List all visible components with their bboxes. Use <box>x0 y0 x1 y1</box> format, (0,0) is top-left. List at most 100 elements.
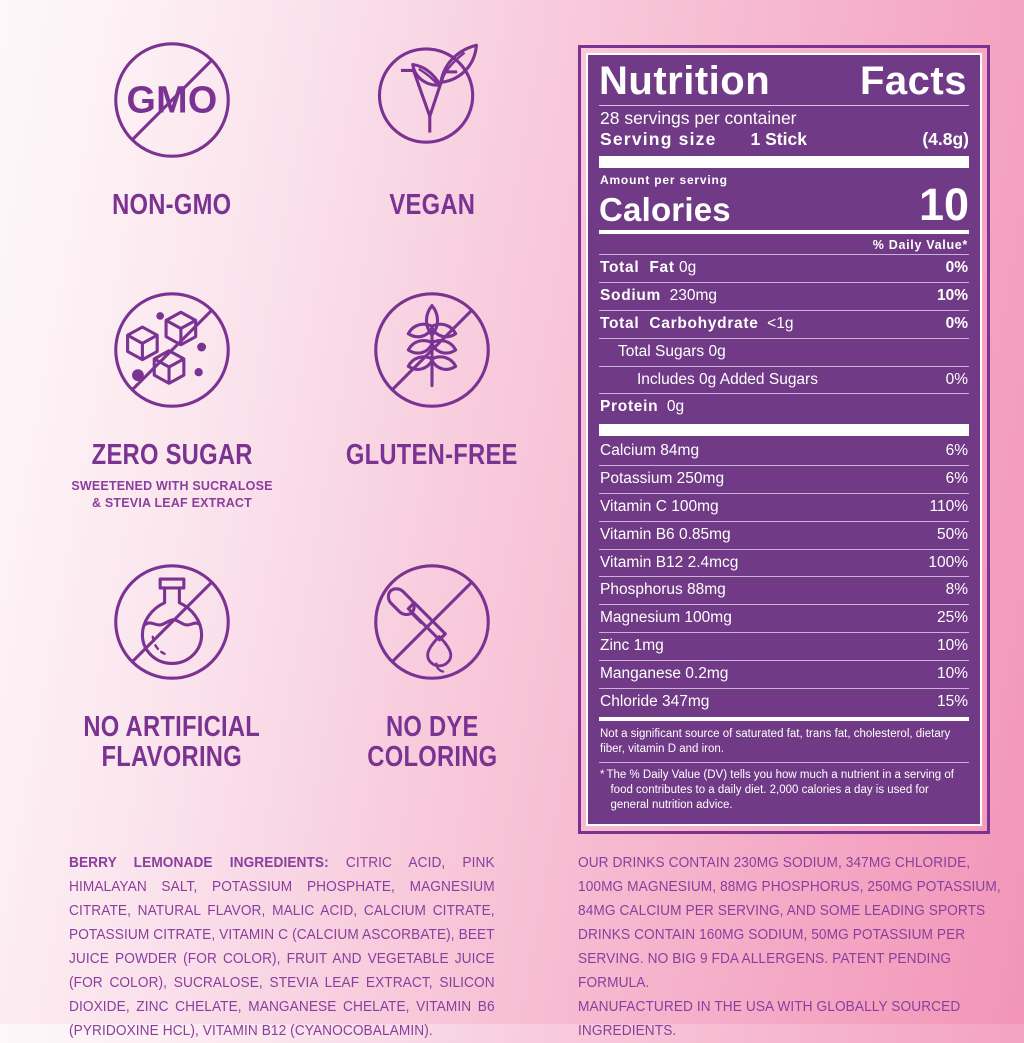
claims-paragraph: OUR DRINKS CONTAIN 230MG SODIUM, 347MG C… <box>578 854 1001 1040</box>
nutrient-dv: 50% <box>936 525 968 543</box>
table-row: Sodium 230mg 10% <box>599 285 969 308</box>
nutrient-name: Vitamin C 100mg <box>600 497 719 515</box>
badge-vegan: VEGAN <box>302 26 562 276</box>
table-row: Vitamin B6 0.85mg 50% <box>599 524 969 547</box>
table-row: Total Carbohydrate <1g 0% <box>599 313 969 336</box>
divider-hairline-m4 <box>599 548 969 550</box>
nutrient-dv: 110% <box>929 497 969 515</box>
badge-label: NO ARTIFICIAL FLAVORING <box>83 711 261 774</box>
no-gmo-icon: GMO <box>98 26 246 174</box>
nutrient-dv: 15% <box>936 692 968 710</box>
table-row: Protein 0g <box>599 396 969 419</box>
badge-zero-sugar: ZERO SUGAR SWEETENED WITH SUCRALOSE & ST… <box>42 276 302 548</box>
calories-value: 10 <box>918 178 969 230</box>
nutrient-name: Zinc 1mg <box>600 636 664 654</box>
nutrient-dv: 0% <box>945 259 968 277</box>
divider-hairline <box>599 104 969 106</box>
divider-hairline-3 <box>599 282 969 284</box>
table-row: Phosphorus 88mg 8% <box>599 579 969 602</box>
nutrient-name: Sodium 230mg <box>600 287 718 305</box>
nutrient-name: Vitamin B6 0.85mg <box>600 525 731 543</box>
footnote-not-significant-source: Not a significant source of saturated fa… <box>600 728 951 756</box>
nutrient-name: Magnesium 100mg <box>600 609 732 627</box>
nutrient-dv: 100% <box>928 553 968 571</box>
nutrient-name: Total Carbohydrate <1g <box>600 315 794 333</box>
nutrient-name: Calcium 84mg <box>600 442 700 460</box>
nutrient-dv: 0% <box>945 370 968 388</box>
nutrient-dv: 10% <box>936 287 968 305</box>
amount-per-serving-label: Amount per serving <box>600 172 728 187</box>
nutrition-facts-title: Nutrition Facts <box>599 61 969 102</box>
divider-hairline-m9 <box>599 687 969 689</box>
title-word-nutrition: Nutrition <box>599 59 771 103</box>
servings-per-container: 28 servings per container <box>600 107 797 128</box>
table-row: Calcium 84mg 6% <box>599 440 969 463</box>
nutrient-name: Vitamin B12 2.4mcg <box>600 553 739 571</box>
nutrient-dv: 6% <box>945 442 968 460</box>
divider-medium-bottom <box>599 717 969 722</box>
divider-medium <box>599 230 969 235</box>
footnote-asterisk: * <box>600 768 605 781</box>
nutrient-dv: 0% <box>945 315 968 333</box>
ingredients-body: CITRIC ACID, PINK HIMALAYAN SALT, POTASS… <box>69 854 495 1040</box>
table-row: Zinc 1mg 10% <box>599 635 969 658</box>
table-row: Manganese 0.2mg 10% <box>599 663 969 686</box>
footnote-daily-value: * The % Daily Value (DV) tells you how m… <box>599 765 969 816</box>
nutrient-dv: 6% <box>945 470 968 488</box>
divider-thick-top <box>599 155 969 168</box>
badge-label: ZERO SUGAR <box>91 439 253 471</box>
footnote-daily-value-text: The % Daily Value (DV) tells you how muc… <box>606 768 954 812</box>
nutrient-dv: 10% <box>936 636 968 654</box>
badge-non-gmo: GMO NON-GMO <box>42 26 302 276</box>
divider-hairline-m2 <box>599 492 969 494</box>
nutrient-name: Phosphorus 88mg <box>600 581 726 599</box>
divider-hairline-m5 <box>599 576 969 578</box>
nutrient-dv: 25% <box>936 609 968 627</box>
badge-no-artificial-flavoring: NO ARTIFICIAL FLAVORING <box>42 548 302 818</box>
divider-hairline-m3 <box>599 520 969 522</box>
nutrition-facts-panel: Nutrition Facts 28 servings per containe… <box>578 45 990 834</box>
table-row: Vitamin B12 2.4mcg 100% <box>599 552 969 575</box>
nutrient-name: Potassium 250mg <box>600 470 725 488</box>
divider-hairline-m8 <box>599 659 969 661</box>
badge-label: VEGAN <box>389 189 475 221</box>
divider-hairline-m7 <box>599 631 969 633</box>
table-row: Magnesium 100mg 25% <box>599 607 969 630</box>
calories-label: Calories <box>599 191 731 229</box>
no-gluten-wheat-icon <box>358 276 506 424</box>
nutrient-dv: 8% <box>945 581 968 599</box>
badge-no-dye-coloring: NO DYE COLORING <box>302 548 562 818</box>
serving-size-label: Serving size <box>600 128 717 149</box>
daily-value-header: % Daily Value* <box>872 238 968 253</box>
nutrient-name: Total Fat 0g <box>600 259 697 277</box>
divider-hairline-5 <box>599 337 969 339</box>
nutrient-name: Manganese 0.2mg <box>600 664 729 682</box>
divider-hairline-7 <box>599 393 969 395</box>
no-sugar-cubes-icon <box>98 276 246 424</box>
badge-label: NO DYE COLORING <box>366 711 498 774</box>
serving-size-weight: (4.8g) <box>922 128 969 149</box>
badge-gluten-free: GLUTEN-FREE <box>302 276 562 548</box>
divider-hairline-m1 <box>599 465 969 467</box>
divider-thick-middle <box>599 424 969 437</box>
table-row: Chloride 347mg 15% <box>599 691 969 714</box>
table-row: Includes 0g Added Sugars 0% <box>599 369 969 392</box>
divider-hairline-footnote <box>599 761 969 763</box>
divider-hairline-4 <box>599 310 969 312</box>
table-row: Vitamin C 100mg 110% <box>599 496 969 519</box>
no-dropper-icon <box>358 548 506 696</box>
nutrient-name: Includes 0g Added Sugars <box>637 370 818 388</box>
nutrient-dv: 10% <box>936 664 968 682</box>
badge-sublabel: SWEETENED WITH SUCRALOSE & STEVIA LEAF E… <box>71 479 273 511</box>
serving-size-value: 1 Stick <box>750 128 807 149</box>
table-row: Potassium 250mg 6% <box>599 468 969 491</box>
vegan-leaf-icon <box>358 26 506 174</box>
table-row: Total Sugars 0g <box>599 341 969 364</box>
svg-text:GMO: GMO <box>126 79 217 121</box>
divider-hairline-6 <box>599 365 969 367</box>
title-word-facts: Facts <box>860 59 967 103</box>
table-row: Total Fat 0g 0% <box>599 257 969 280</box>
certification-badge-grid: GMO NON-GMO VEGAN <box>42 26 562 826</box>
badge-label: GLUTEN-FREE <box>346 439 518 471</box>
